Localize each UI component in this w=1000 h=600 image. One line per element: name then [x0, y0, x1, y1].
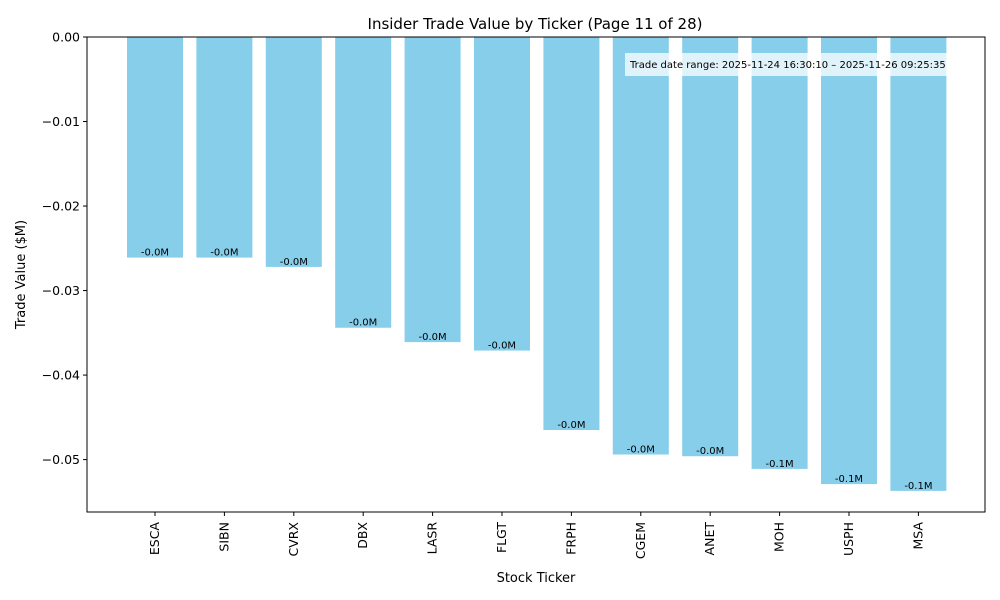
x-axis-label: Stock Ticker [497, 571, 576, 586]
y-tick-label: −0.02 [42, 199, 80, 214]
data-label-cgem: -0.0M [627, 445, 655, 456]
bar-lasr [404, 37, 461, 343]
bar-usph [821, 37, 877, 485]
chart-title: Insider Trade Value by Ticker (Page 11 o… [368, 15, 703, 33]
y-tick-label: −0.03 [42, 283, 80, 298]
date-range-annotation: Trade date range: 2025-11-24 16:30:10 – … [625, 53, 985, 76]
bar-sibn [196, 37, 253, 258]
data-label-moh: -0.1M [766, 459, 794, 470]
data-label-lasr: -0.0M [419, 332, 447, 343]
y-tick-label: 0.00 [52, 30, 80, 45]
y-tick-label: −0.05 [42, 452, 80, 467]
data-label-dbx: -0.0M [349, 318, 377, 329]
annotation-box [625, 53, 985, 76]
x-tick-label: MSA [910, 522, 925, 550]
y-tick-label: −0.01 [42, 114, 80, 129]
bar-dbx [335, 37, 392, 328]
bar-esca [127, 37, 183, 258]
bar-flgt [474, 37, 530, 351]
x-tick-label: CVRX [286, 522, 301, 557]
x-tick-label: USPH [841, 522, 856, 556]
data-label-esca: -0.0M [141, 248, 169, 259]
bar-moh [751, 37, 808, 469]
plot-area-frame [86, 36, 986, 513]
bar-frph [543, 37, 600, 431]
data-label-anet: -0.0M [696, 446, 724, 457]
y-axis-label: Trade Value ($M) [14, 220, 29, 330]
data-label-sibn: -0.0M [210, 248, 238, 259]
bar-anet [682, 37, 739, 457]
y-tick-label: −0.04 [42, 368, 80, 383]
data-label-frph: -0.0M [557, 420, 585, 431]
x-tick-label: FLGT [494, 522, 509, 553]
x-tick-label: ESCA [147, 522, 162, 556]
x-tick-label: SIBN [216, 522, 231, 552]
x-tick-label: FRPH [563, 522, 578, 555]
bar-msa [890, 37, 947, 491]
bar-cgem [612, 37, 669, 455]
x-tick-label: ANET [702, 522, 717, 556]
data-label-cvrx: -0.0M [280, 257, 308, 268]
bar-cvrx [265, 37, 322, 267]
x-tick-label: LASR [425, 522, 440, 555]
x-tick-label: CGEM [633, 522, 648, 559]
annotation-text: Trade date range: 2025-11-24 16:30:10 – … [629, 60, 946, 71]
x-axis-ticks: ESCA SIBN CVRX DBX LASR FLGT FRPH CGEM ANET MOH US… [147, 512, 925, 559]
data-label-msa: -0.1M [904, 481, 932, 492]
x-tick-label: DBX [355, 522, 370, 549]
data-label-usph: -0.1M [835, 474, 863, 485]
x-tick-label: MOH [772, 522, 787, 552]
data-label-flgt: -0.0M [488, 341, 516, 352]
y-axis-ticks: 0.00 −0.01 −0.02 −0.03 −0.04 −0.05 [42, 30, 87, 467]
data-labels-group: -0.0M -0.0M -0.0M -0.0M -0.0M -0.0M -0.0M -0.0M… [141, 248, 933, 492]
bars-group [127, 37, 947, 491]
